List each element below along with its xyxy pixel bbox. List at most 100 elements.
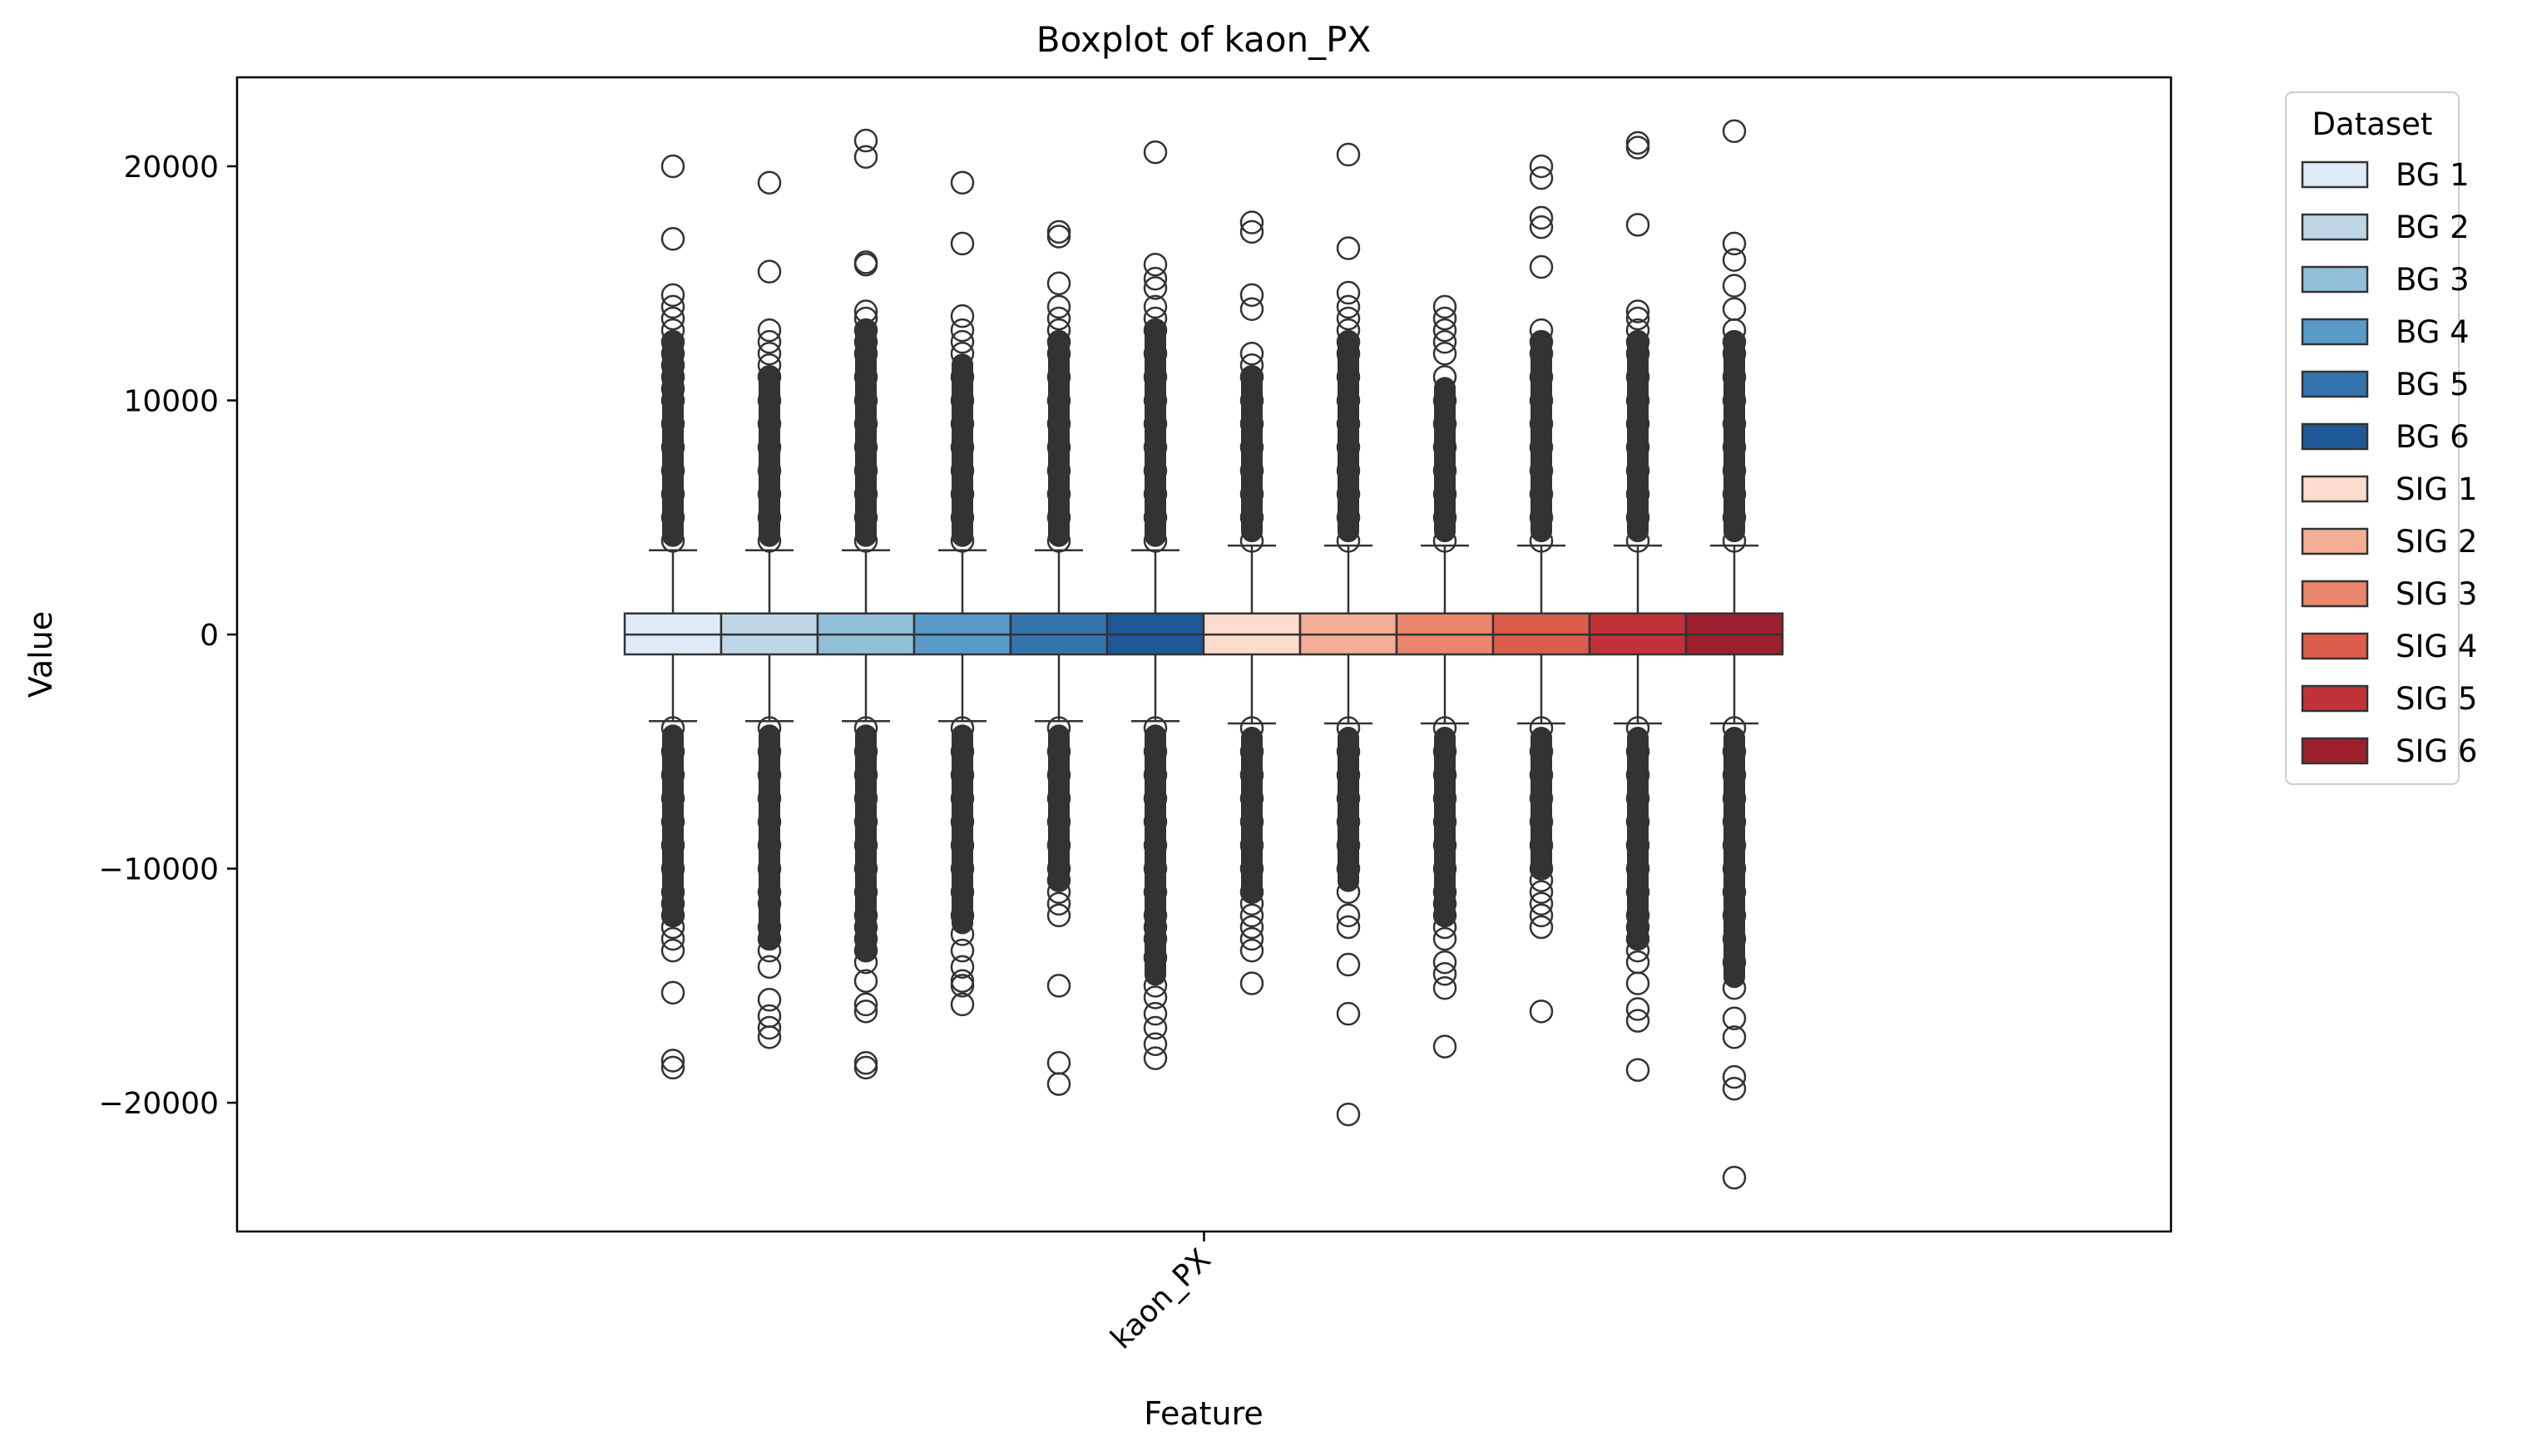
outlier-point [1529,412,1554,436]
outlier-point [1722,903,1747,928]
outlier-point [950,739,975,764]
y-axis: 20000 10000 0 −10000 −20000 [98,151,237,1121]
legend-item-sig-3: SIG 3 [2301,576,2477,612]
outlier-point [1143,276,1168,300]
outlier-point [1239,412,1264,436]
outlier-point [1625,833,1650,857]
outlier-point [1239,903,1264,928]
outlier-point [660,529,685,553]
legend-swatch [2301,160,2369,189]
legend-title: Dataset [2312,106,2433,142]
outlier-point [950,992,975,1017]
outlier-point [1722,458,1747,483]
outlier-point [1722,1165,1747,1190]
outlier-point [660,903,685,928]
outlier-point [1625,926,1650,951]
outlier-point [1143,388,1168,412]
outlier-point [950,880,975,905]
legend-item-sig-4: SIG 4 [2301,629,2477,664]
outlier-point [1336,236,1361,260]
outlier-point [1336,280,1361,305]
outlier-point [1722,506,1747,530]
outlier-point [1143,412,1168,436]
outlier-point [1046,856,1071,881]
outlier-point [1143,974,1168,998]
outlier-point [660,154,685,179]
outlier-point [1722,481,1747,506]
outlier-point [950,388,975,412]
outlier-point [1336,506,1361,530]
outlier-point [1239,810,1264,834]
box-bg-2 [720,170,819,1049]
outlier-point [950,318,975,343]
outlier-point [660,329,685,354]
outlier-point [757,458,782,483]
outlier-point [1432,388,1457,412]
outlier-point [1625,329,1650,354]
outlier-point [757,318,782,343]
outlier-point [1143,1015,1168,1040]
outlier-point [1722,833,1747,857]
outlier-point [1722,119,1747,144]
outlier-point [1143,880,1168,905]
outlier-point [950,833,975,857]
box-sig-3 [1395,294,1495,1059]
legend-label: BG 2 [2396,210,2470,245]
outlier-point [1143,266,1168,291]
outlier-point [1625,915,1650,940]
legend: Dataset BG 1 BG 2 BG 3 BG 4 BG 5 BG 6 SIG 1 SIG… [2285,91,2477,785]
outlier-point [1722,739,1747,764]
outlier-point [1529,915,1554,940]
outlier-point [1046,341,1071,366]
outlier-point [1432,880,1457,905]
outlier-point [950,412,975,436]
outlier-point [1529,329,1554,354]
outlier-point [1046,868,1071,892]
legend-label: BG 4 [2396,314,2470,350]
outlier-point [757,763,782,787]
outlier-point [757,739,782,764]
outlier-point [1432,365,1457,389]
outlier-band-upper [952,353,973,547]
legend-item-bg-6: BG 6 [2301,419,2470,455]
outlier-point [1529,154,1554,179]
outlier-point [660,926,685,951]
outlier-point [950,810,975,834]
outlier-point [1722,231,1747,256]
outlier-band-upper [662,330,684,547]
outlier-point [1046,974,1071,998]
outlier-point [1625,213,1650,237]
outlier-point [1239,220,1264,244]
outlier-point [1336,341,1361,366]
outlier-point [1722,763,1747,787]
outlier-point [1143,739,1168,764]
outlier-point [1239,353,1264,378]
legend-swatch [2301,580,2369,608]
outlier-point [1432,716,1457,740]
outlier-point [1046,365,1071,389]
outlier-point [1046,1072,1071,1096]
x-axis-label: Feature [1144,1395,1264,1432]
outlier-point [1529,716,1554,740]
outlier-point [950,786,975,811]
outlier-point [1625,299,1650,323]
outlier-point [1432,786,1457,811]
outlier-point [1625,341,1650,366]
outlier-point [950,763,975,787]
outlier-point [1529,435,1554,460]
outlier-point [1625,938,1650,963]
legend-item-bg-5: BG 5 [2301,367,2470,402]
outlier-point [1529,341,1554,366]
outlier-point [950,458,975,483]
outlier-point [1722,975,1747,1000]
outlier-point [853,880,878,905]
outlier-point [1336,739,1361,764]
outlier-point [1336,365,1361,389]
outlier-point [1625,763,1650,787]
outlier-point [1239,297,1264,321]
outlier-point [853,481,878,506]
outlier-point [950,716,975,740]
legend-label: SIG 2 [2396,524,2477,560]
outlier-point [1432,341,1457,366]
